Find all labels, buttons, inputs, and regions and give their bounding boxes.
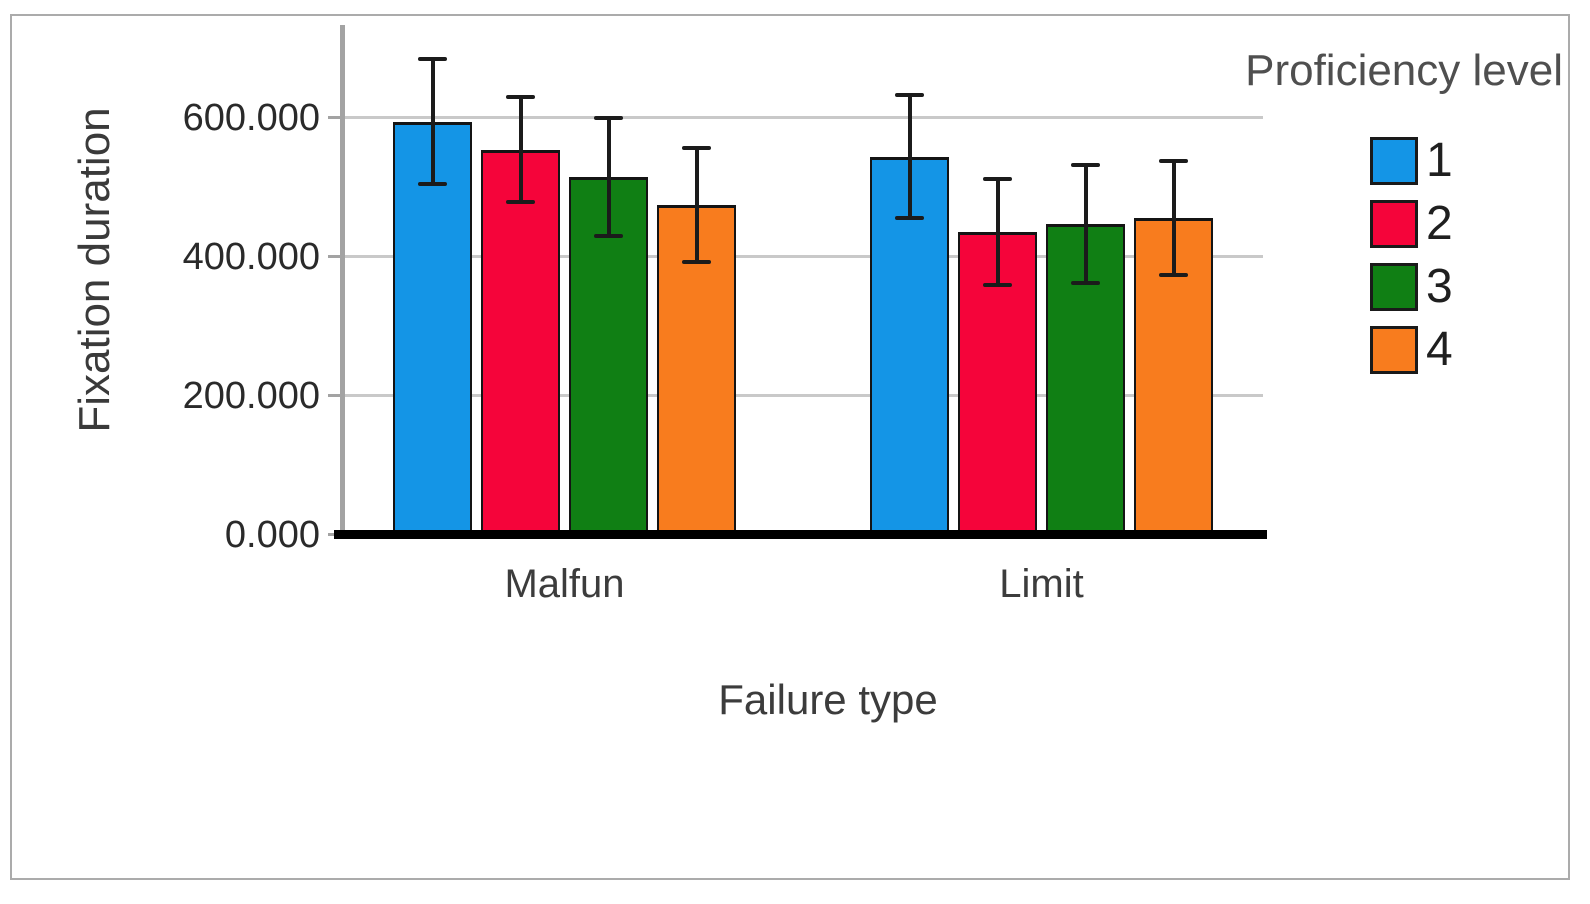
error-bar-cap-top-malfun-level4 <box>682 146 711 151</box>
error-bar-cap-bottom-malfun-level1 <box>418 182 447 187</box>
error-bar-cap-bottom-limit-level4 <box>1159 272 1188 277</box>
y-tick-mark-600 <box>328 116 342 120</box>
error-bar-cap-bottom-limit-level2 <box>983 283 1012 288</box>
gridline-600 <box>342 116 1263 120</box>
y-tick-mark-400 <box>328 255 342 259</box>
x-category-label-limit: Limit <box>999 562 1084 606</box>
x-axis-baseline <box>334 530 1267 539</box>
y-tick-mark-200 <box>328 394 342 398</box>
error-bar-line-malfun-level2 <box>518 95 523 204</box>
legend-item-4: 4 <box>1370 326 1453 374</box>
legend-swatch-2 <box>1370 200 1418 248</box>
legend-item-1: 1 <box>1370 137 1453 185</box>
legend-item-3: 3 <box>1370 263 1453 311</box>
legend-item-2: 2 <box>1370 200 1453 248</box>
error-bar-cap-bottom-limit-level1 <box>895 216 924 221</box>
legend-label-4: 4 <box>1426 323 1453 376</box>
error-bar-cap-top-limit-level4 <box>1159 158 1188 163</box>
legend-label-2: 2 <box>1426 197 1453 250</box>
y-tick-label-600: 600.000 <box>182 97 320 140</box>
y-tick-label-400: 400.000 <box>182 236 320 279</box>
bar-limit-level3 <box>1046 223 1125 535</box>
figure-frame <box>10 14 1570 880</box>
y-tick-label-200: 200.000 <box>182 375 320 418</box>
error-bar-line-malfun-level1 <box>430 57 435 187</box>
error-bar-line-limit-level3 <box>1083 162 1088 285</box>
bar-malfun-level2 <box>481 149 560 535</box>
error-bar-cap-bottom-malfun-level3 <box>594 234 623 239</box>
error-bar-cap-top-limit-level3 <box>1071 162 1100 167</box>
error-bar-line-limit-level2 <box>995 177 1000 288</box>
error-bar-cap-top-malfun-level2 <box>506 95 535 100</box>
error-bar-cap-bottom-malfun-level4 <box>682 260 711 265</box>
y-axis-title-text: Fixation duration <box>70 107 119 433</box>
error-bar-line-limit-level4 <box>1171 158 1176 277</box>
y-axis-line <box>340 25 345 535</box>
legend: 1 2 3 4 <box>1370 137 1453 389</box>
gridline-200 <box>342 394 1263 398</box>
legend-label-3: 3 <box>1426 260 1453 313</box>
error-bar-cap-top-limit-level1 <box>895 92 924 97</box>
error-bar-cap-top-malfun-level3 <box>594 116 623 121</box>
legend-swatch-3 <box>1370 263 1418 311</box>
error-bar-cap-bottom-limit-level3 <box>1071 280 1100 285</box>
legend-title: Proficiency level <box>1245 46 1563 95</box>
error-bar-cap-bottom-malfun-level2 <box>506 199 535 204</box>
error-bar-line-limit-level1 <box>907 92 912 221</box>
error-bar-cap-top-malfun-level1 <box>418 57 447 62</box>
x-category-label-malfun: Malfun <box>504 562 625 606</box>
error-bar-line-malfun-level3 <box>606 116 611 239</box>
error-bar-cap-top-limit-level2 <box>983 177 1012 182</box>
y-axis-title: Fixation duration <box>68 82 122 462</box>
error-bar-line-malfun-level4 <box>694 146 699 265</box>
legend-swatch-4 <box>1370 326 1418 374</box>
legend-label-1: 1 <box>1426 134 1453 187</box>
y-tick-label-0: 0.000 <box>224 514 320 556</box>
plot-area <box>328 25 1267 539</box>
gridline-400 <box>342 255 1263 259</box>
x-axis-title: Failure type <box>718 676 938 723</box>
legend-swatch-1 <box>1370 137 1418 185</box>
